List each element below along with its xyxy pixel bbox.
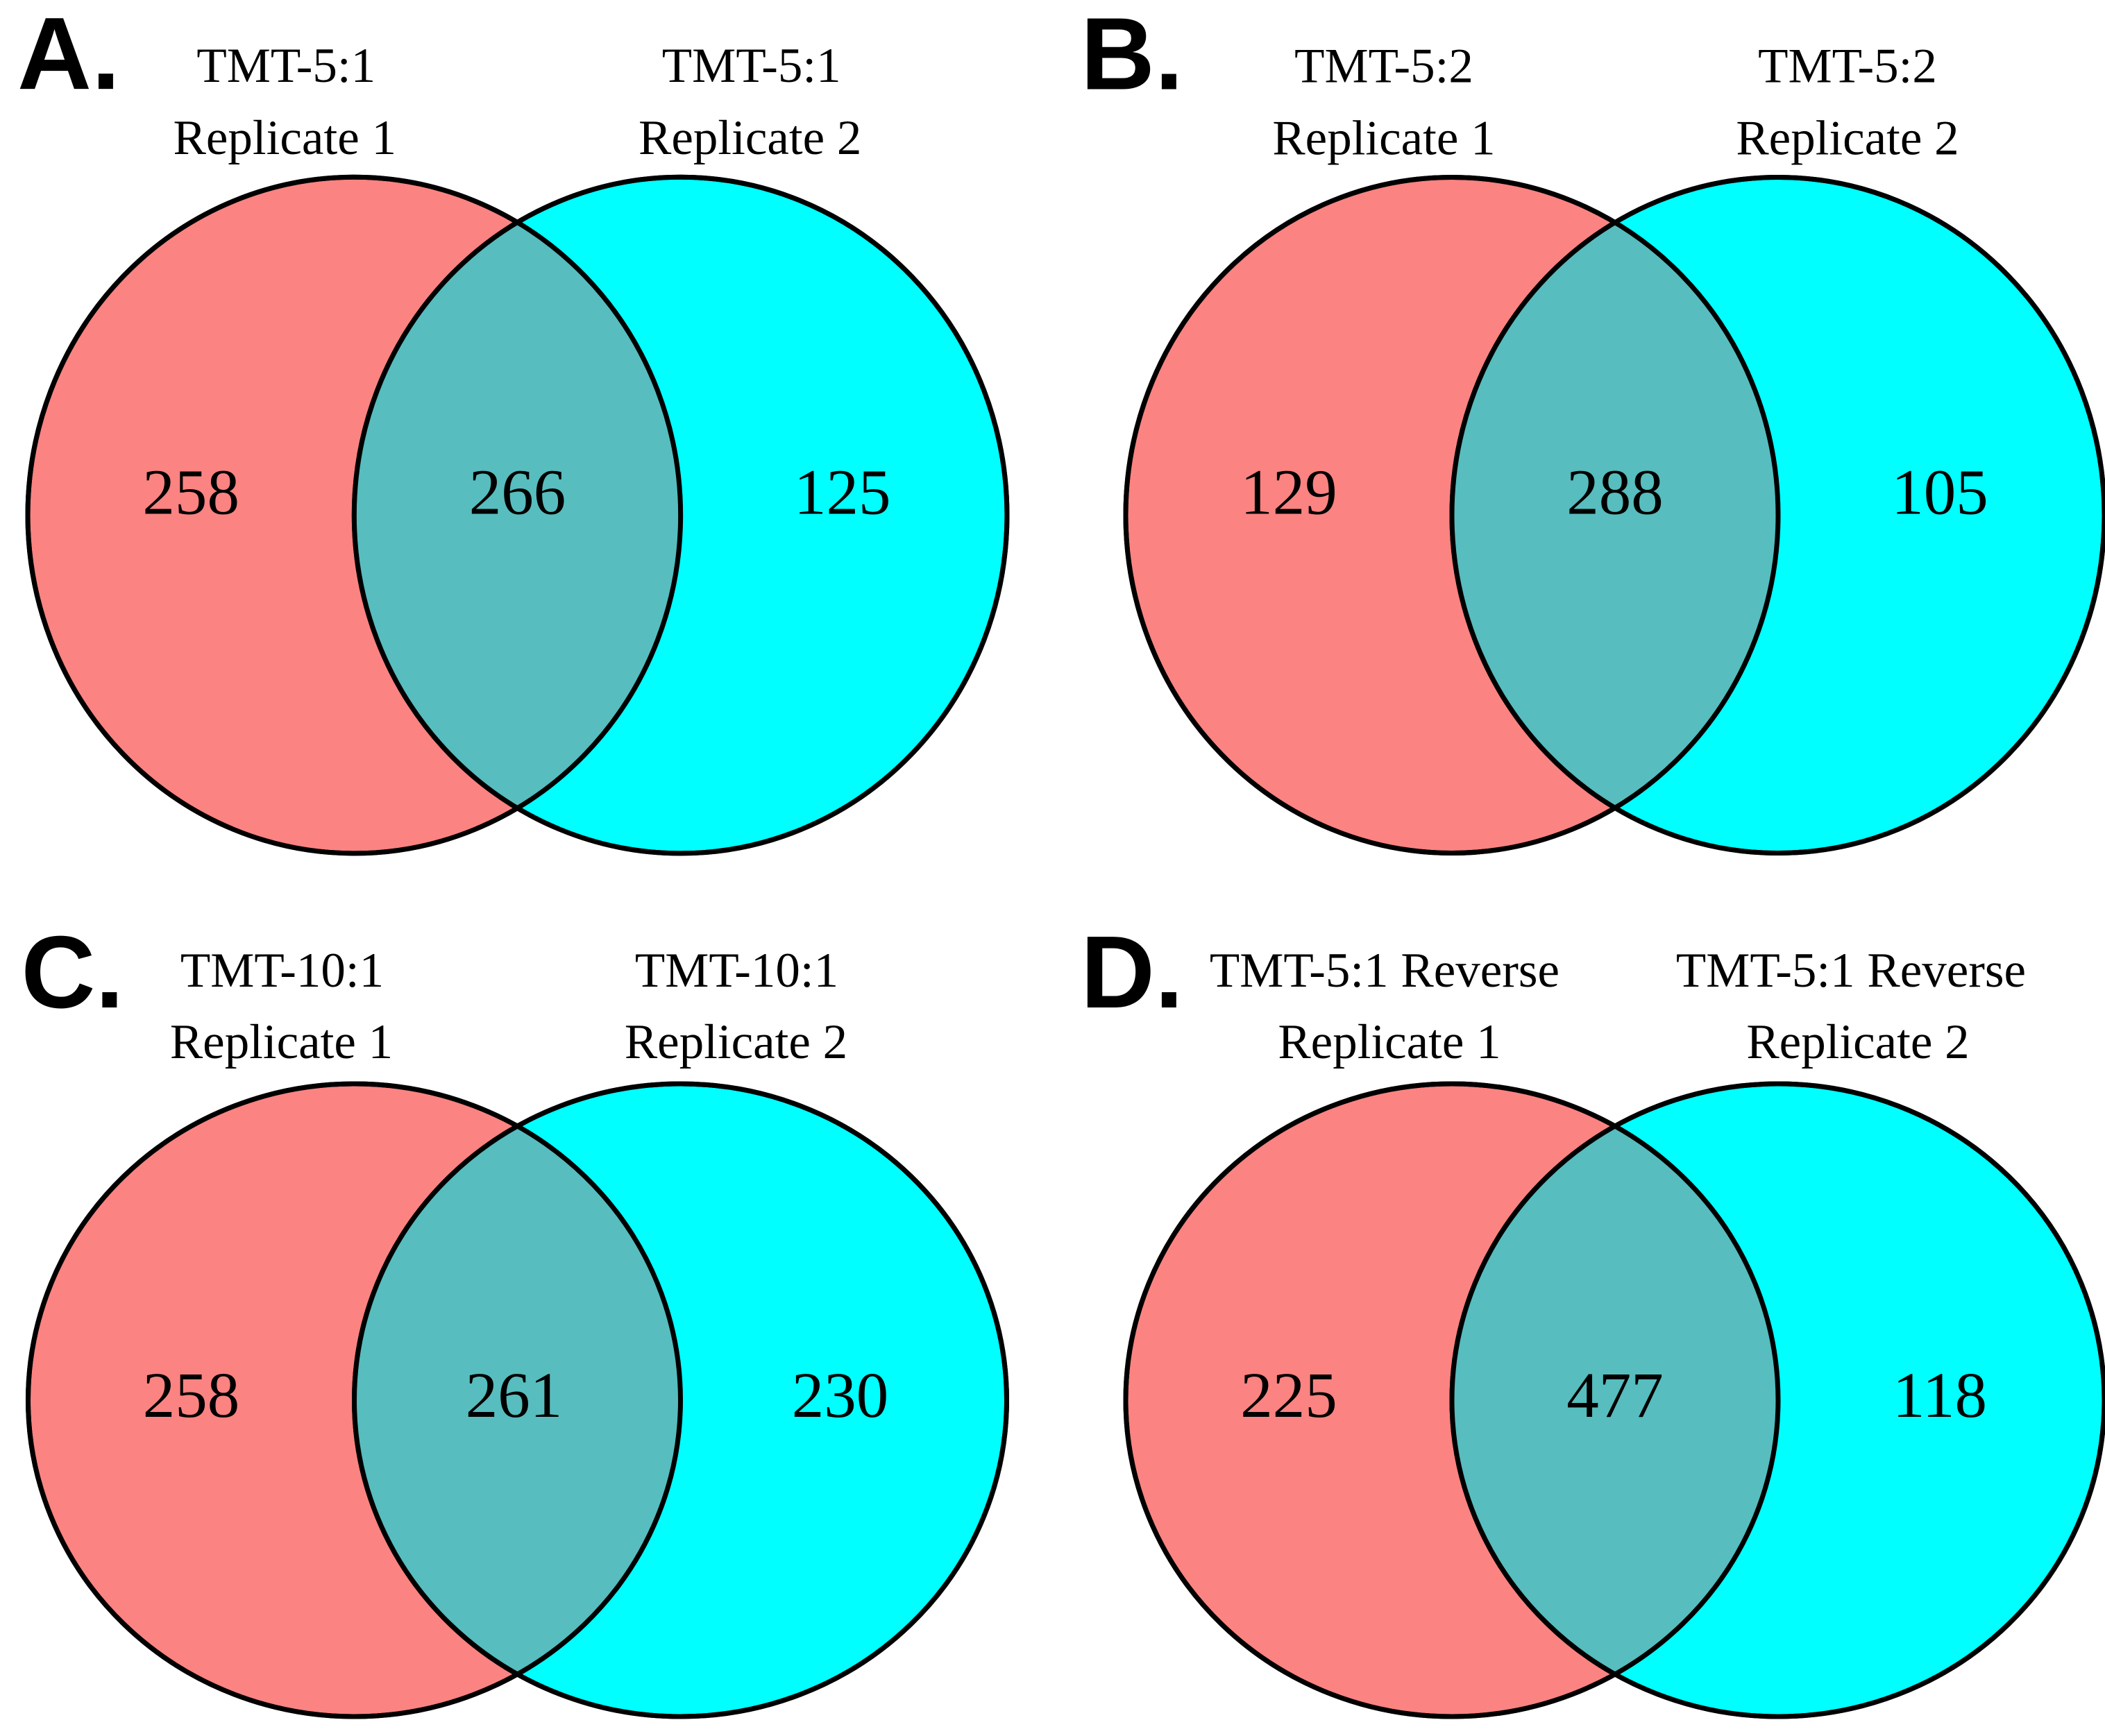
overlap-count: 261 (466, 1360, 563, 1431)
right-only-count: 105 (1891, 457, 1988, 529)
right-set-title-line1: TMT-5:2 (1758, 40, 1937, 94)
left-only-count: 129 (1240, 457, 1337, 529)
overlap-region (354, 1084, 681, 1717)
right-set-title-line1: TMT-10:1 (635, 944, 838, 998)
overlap-count: 266 (469, 457, 566, 529)
left-only-count: 225 (1240, 1360, 1337, 1431)
left-set-title-line2: Replicate 1 (1272, 112, 1495, 166)
right-circle-outline (1449, 1081, 2105, 1719)
left-only-count: 258 (142, 457, 239, 529)
right-set-title-line1: TMT-5:1 (662, 39, 841, 93)
right-only-count: 118 (1893, 1360, 1987, 1431)
right-set-title-line2: Replicate 2 (625, 1015, 847, 1069)
overlap-region (354, 177, 681, 853)
right-set-title-line2: Replicate 2 (639, 111, 861, 165)
left-set-title-line1: TMT-5:2 (1294, 40, 1473, 94)
panel-letter: A. (17, 0, 120, 111)
left-set-title-line1: TMT-10:1 (180, 944, 384, 998)
left-set-title-line1: TMT-5:1 Reverse (1210, 944, 1559, 998)
left-circle-outline (25, 174, 684, 856)
left-set-title-line1: TMT-5:1 (196, 39, 375, 93)
left-circle-outline (1123, 1081, 1781, 1719)
right-set-title-line1: TMT-5:1 Reverse (1676, 944, 2026, 998)
left-only-count: 258 (143, 1360, 240, 1431)
left-set-title-line2: Replicate 1 (170, 1015, 393, 1069)
right-set-title-line2: Replicate 2 (1736, 112, 1959, 166)
panel-letter: B. (1081, 0, 1183, 112)
overlap-count: 477 (1566, 1360, 1664, 1431)
overlap-region (1452, 1084, 1778, 1717)
right-only-count: 230 (792, 1360, 889, 1431)
right-circle-outline (351, 174, 1010, 856)
overlap-region (1452, 177, 1778, 853)
left-set-title-line2: Replicate 1 (1278, 1015, 1500, 1069)
panel-letter: D. (1081, 915, 1183, 1030)
right-set-title-line2: Replicate 2 (1746, 1015, 1969, 1069)
panel-c: C. TMT-10:1 Replicate 1 TMT-10:1 Replica… (22, 915, 1009, 1719)
left-circle-outline (1123, 175, 1781, 856)
right-circle-outline (352, 1081, 1009, 1719)
right-circle-outline (1449, 175, 2105, 856)
left-set-title-line2: Replicate 1 (174, 111, 396, 165)
overlap-count: 288 (1566, 457, 1664, 529)
panel-letter: C. (22, 915, 124, 1030)
right-only-count: 125 (794, 457, 891, 529)
panel-a: A. TMT-5:1 Replicate 1 TMT-5:1 Replicate… (17, 0, 1010, 856)
panel-d: D. TMT-5:1 Reverse Replicate 1 TMT-5:1 R… (1081, 915, 2105, 1719)
left-circle-outline (26, 1081, 683, 1719)
panel-b: B. TMT-5:2 Replicate 1 TMT-5:2 Replicate… (1081, 0, 2105, 856)
